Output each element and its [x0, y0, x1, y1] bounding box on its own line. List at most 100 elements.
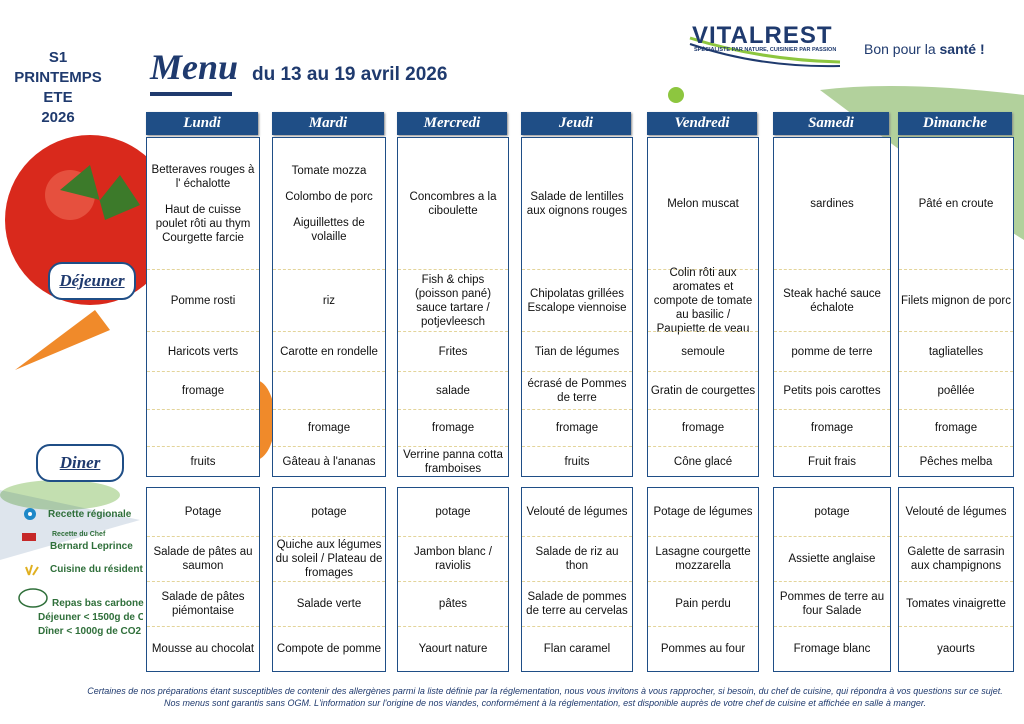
- dinner-cell: potage: [814, 506, 850, 518]
- dinner-cell: Flan caramel: [522, 626, 632, 671]
- dish: Concombres a la ciboulette: [409, 190, 497, 217]
- dinner-cell: potage: [435, 506, 471, 518]
- dinner-cell: Velouté de légumes: [526, 506, 628, 518]
- lunch-box: sardines Steak haché sauce échalote pomme …: [773, 137, 891, 477]
- dinner-cell: yaourts: [899, 626, 1013, 671]
- lunch-cell: fromage: [273, 409, 385, 446]
- lunch-cell: Filets mignon de porc: [899, 269, 1013, 331]
- brand-tagline: SPÉCIALISTE PAR NATURE, CUISINIER PAR PA…: [694, 47, 837, 53]
- lunch-cell: fruits: [522, 446, 632, 476]
- dinner-cell: potage: [311, 506, 347, 518]
- lunch-cell: [273, 371, 385, 409]
- dinner-cell: Yaourt nature: [398, 626, 508, 671]
- lunch-box: Pâté en croute Filets mignon de porc tagli…: [898, 137, 1014, 477]
- lunch-cell: semoule: [648, 331, 758, 371]
- dinner-cell: pâtes: [398, 581, 508, 626]
- legend-carbon: Repas bas carbone: [52, 598, 144, 609]
- lunch-box: Concombres a la ciboulette Fish & chips (…: [397, 137, 509, 477]
- lunch-cell: poêllée: [899, 371, 1013, 409]
- lunch-cell: pomme de terre: [774, 331, 890, 371]
- lunch-cell: Betteraves rouges à l' échalotte Haut de …: [147, 138, 259, 269]
- lunch-cell: Salade de lentilles aux oignons rouges: [522, 138, 632, 269]
- season-line: S1: [48, 49, 68, 66]
- lunch-cell: Fruit frais: [774, 446, 890, 476]
- day-header: Mercredi: [397, 112, 507, 135]
- legend-chef-name: Bernard Leprince: [50, 541, 133, 552]
- legend-carbon-lunch: Déjeuner < 1500g de CO2: [38, 612, 143, 623]
- lunch-cell: fromage: [899, 409, 1013, 446]
- dinner-cell: Velouté de légumes: [905, 506, 1007, 518]
- lunch-cell: Verrine panna cotta framboises: [398, 446, 508, 476]
- lunch-cell: fromage: [398, 409, 508, 446]
- lunch-cell: Melon muscat: [648, 138, 758, 269]
- brand: VITALREST: [692, 22, 833, 49]
- lunch-cell: Haricots verts: [147, 331, 259, 371]
- dinner-cell: Lasagne courgette mozzarella: [648, 536, 758, 581]
- season: S1 PRINTEMPS ETE 2026: [8, 48, 108, 128]
- legend-resident: Cuisine du résident: [50, 564, 143, 575]
- lunch-cell: fruits: [147, 446, 259, 476]
- dish: Colombo de porc: [285, 190, 373, 203]
- lunch-cell: Gratin de courgettes: [648, 371, 758, 409]
- dinner-cell: Pommes au four: [648, 626, 758, 671]
- slogan: Bon pour la santé !: [864, 41, 985, 57]
- lunch-box: Melon muscat Colin rôti aux aromates et c…: [647, 137, 759, 477]
- lunch-cell: fromage: [774, 409, 890, 446]
- legend-regional: Recette régionale: [48, 509, 132, 520]
- dish: Melon muscat: [667, 197, 739, 210]
- dinner-cell: Salade de pâtes au saumon: [147, 536, 259, 581]
- dish: Aiguillettes de volaille: [293, 216, 365, 243]
- menu-title: Menu: [150, 47, 239, 87]
- day-header: Jeudi: [521, 112, 631, 135]
- dinner-cell: Fromage blanc: [774, 626, 890, 671]
- dinner-box: Potage Salade de pâtes au saumon Salade de…: [146, 487, 260, 672]
- lunch-cell: Gâteau à l'ananas: [273, 446, 385, 476]
- lunch-cell: Fish & chips (poisson pané) sauce tartar…: [398, 269, 508, 331]
- lunch-label: Déjeuner: [48, 262, 136, 300]
- lunch-cell: Pêches melba: [899, 446, 1013, 476]
- dish: sardines: [810, 197, 854, 210]
- dinner-box: Potage de légumes Lasagne courgette mozza…: [647, 487, 759, 672]
- lunch-cell: Pâté en croute: [899, 138, 1013, 269]
- dinner-box: potage Assiette anglaise Pommes de terre a…: [773, 487, 891, 672]
- dinner-cell: Salade de pâtes piémontaise: [147, 581, 259, 626]
- title-underline: [150, 92, 232, 96]
- dinner-cell: Galette de sarrasin aux champignons: [899, 536, 1013, 581]
- lunch-box: Salade de lentilles aux oignons rouges Ch…: [521, 137, 633, 477]
- lunch-cell: Concombres a la ciboulette: [398, 138, 508, 269]
- day-header: Samedi: [773, 112, 889, 135]
- dinner-box: Velouté de légumes Galette de sarrasin au…: [898, 487, 1014, 672]
- dish: Salade de lentilles aux oignons rouges: [526, 190, 628, 217]
- dinner-cell: Potage de légumes: [653, 506, 753, 518]
- footer-note: Certaines de nos préparations étant susc…: [87, 686, 1003, 708]
- slogan-text: Bon pour la: [864, 41, 940, 57]
- dinner-box: Velouté de légumes Salade de riz au thon S…: [521, 487, 633, 672]
- dinner-cell: Jambon blanc / raviolis: [398, 536, 508, 581]
- dinner-cell: Tomates vinaigrette: [899, 581, 1013, 626]
- lunch-cell: Frites: [398, 331, 508, 371]
- lunch-cell: Tian de légumes: [522, 331, 632, 371]
- lunch-cell: riz: [273, 269, 385, 331]
- lunch-cell: salade: [398, 371, 508, 409]
- lunch-cell: Steak haché sauce échalote: [774, 269, 890, 331]
- lunch-cell: Carotte en rondelle: [273, 331, 385, 371]
- dish: Betteraves rouges à l' échalotte: [151, 163, 255, 190]
- season-line: PRINTEMPS: [14, 69, 102, 86]
- lunch-cell: Chipolatas grillées Escalope viennoise: [522, 269, 632, 331]
- season-line: ETE: [43, 89, 73, 106]
- lunch-cell: Cône glacé: [648, 446, 758, 476]
- dinner-cell: Mousse au chocolat: [147, 626, 259, 671]
- lunch-cell: fromage: [147, 371, 259, 409]
- dinner-cell: Quiche aux légumes du soleil / Plateau d…: [273, 536, 385, 581]
- dish: Haut de cuisse poulet rôti au thym Courg…: [155, 203, 251, 244]
- season-line: 2026: [41, 109, 75, 126]
- lunch-cell: écrasé de Pommes de terre: [522, 371, 632, 409]
- dinner-box: potage Jambon blanc / raviolis pâtes Yaourt…: [397, 487, 509, 672]
- day-header: Lundi: [146, 112, 258, 135]
- lunch-cell: Pomme rosti: [147, 269, 259, 331]
- day-header: Dimanche: [898, 112, 1012, 135]
- dinner-cell: Compote de pomme: [273, 626, 385, 671]
- dinner-cell: Salade de pommes de terre au cervelas: [522, 581, 632, 626]
- dinner-cell: Assiette anglaise: [774, 536, 890, 581]
